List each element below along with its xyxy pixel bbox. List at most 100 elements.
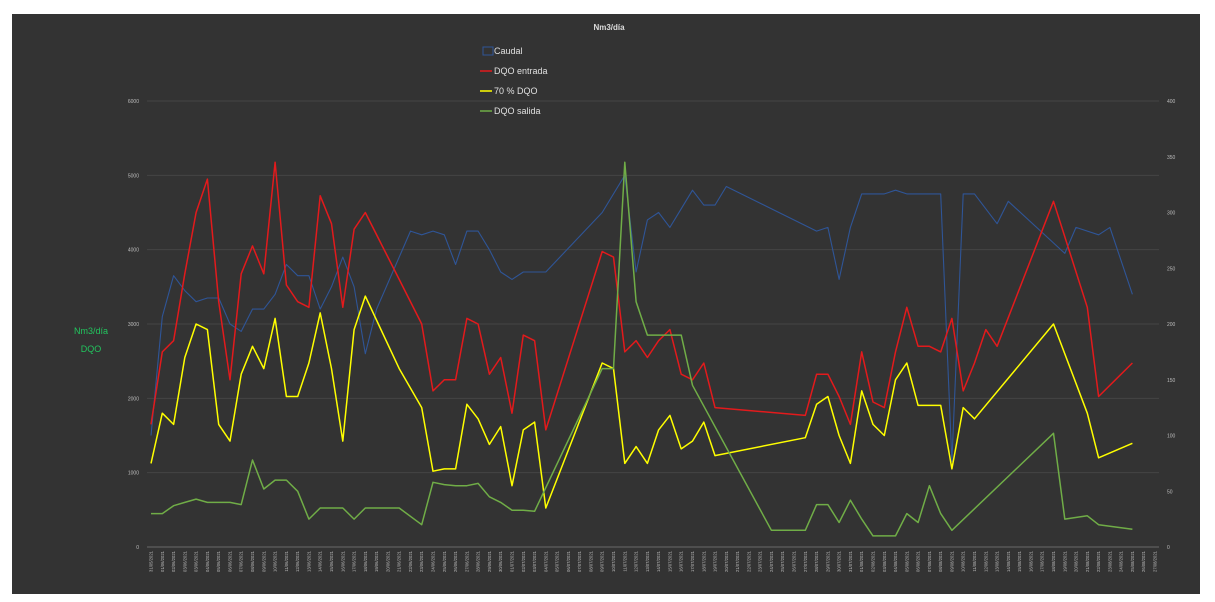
y-ticks-right: 0 50 100 150 200 250 300 350 400 <box>1167 99 1176 551</box>
y-tick-right: 50 <box>1167 489 1173 495</box>
x-tick-label: 21/07/2021 <box>735 550 740 572</box>
series-line-2 <box>150 295 1133 509</box>
y-tick-left: 1000 <box>128 471 139 477</box>
x-tick-label: 04/06/2021 <box>205 550 210 572</box>
y-tick-left: 5000 <box>128 173 139 179</box>
x-tick-label: 09/07/2021 <box>600 550 605 572</box>
x-tick-label: 25/08/2021 <box>1130 550 1135 572</box>
x-tick-label: 27/08/2021 <box>1153 550 1158 572</box>
x-tick-label: 23/06/2021 <box>419 550 424 572</box>
x-tick-label: 19/07/2021 <box>713 550 718 572</box>
legend-label: 70 % DQO <box>494 86 538 96</box>
x-tick-label: 05/06/2021 <box>216 550 221 572</box>
grid-lines <box>147 100 1159 548</box>
x-tick-label: 22/07/2021 <box>746 550 751 572</box>
x-tick-label: 14/06/2021 <box>318 550 323 572</box>
series-line-3 <box>151 161 1133 537</box>
x-tick-label: 12/07/2021 <box>634 550 639 572</box>
y-tick-right: 250 <box>1167 266 1176 272</box>
x-tick-label: 01/07/2021 <box>509 550 514 572</box>
x-tick-label: 09/06/2021 <box>261 550 266 572</box>
x-tick-label: 13/08/2021 <box>995 550 1000 572</box>
x-tick-label: 30/07/2021 <box>837 550 842 572</box>
x-tick-label: 20/06/2021 <box>385 550 390 572</box>
x-tick-label: 23/07/2021 <box>758 550 763 572</box>
x-tick-label: 16/07/2021 <box>679 550 684 572</box>
x-tick-label: 04/08/2021 <box>893 550 898 572</box>
x-tick-label: 02/08/2021 <box>870 550 875 572</box>
x-tick-label: 10/07/2021 <box>611 550 616 572</box>
x-tick-label: 14/07/2021 <box>656 550 661 572</box>
x-tick-label: 17/07/2021 <box>690 550 695 572</box>
chart-title: Nm3/día <box>593 23 625 32</box>
y-tick-right: 100 <box>1167 434 1176 440</box>
y-ticks-left: 0 1000 2000 3000 4000 5000 6000 <box>128 99 139 551</box>
x-tick-label: 12/06/2021 <box>295 550 300 572</box>
legend-label: DQO salida <box>494 106 541 116</box>
x-tick-label: 03/06/2021 <box>182 550 187 572</box>
x-tick-label: 14/08/2021 <box>1006 550 1011 572</box>
x-tick-label: 28/06/2021 <box>476 550 481 572</box>
x-tick-label: 30/06/2021 <box>498 550 503 572</box>
x-tick-label: 15/07/2021 <box>667 550 672 572</box>
x-tick-label: 26/07/2021 <box>792 550 797 572</box>
legend: Caudal DQO entrada 70 % DQO DQO salida <box>480 46 548 116</box>
x-tick-label: 03/06/2021 <box>194 550 199 572</box>
x-tick-label: 11/07/2021 <box>622 550 627 571</box>
series-line-0 <box>150 174 1133 463</box>
legend-label: DQO entrada <box>494 66 548 76</box>
x-tick-label: 03/07/2021 <box>532 550 537 572</box>
chart-area: Nm3/día Nm3/día DQO 0 1000 2000 3000 4000 500… <box>12 14 1200 594</box>
x-tick-label: 27/07/2021 <box>803 550 808 572</box>
x-tick-label: 24/07/2021 <box>769 550 774 572</box>
x-tick-label: 11/06/2021 <box>284 550 289 571</box>
x-tick-label: 31/07/2021 <box>848 550 853 572</box>
y-axis-label-1: Nm3/día <box>74 326 108 336</box>
x-tick-label: 17/06/2021 <box>352 550 357 572</box>
x-tick-label: 16/08/2021 <box>1028 550 1033 572</box>
x-tick-label: 18/06/2021 <box>363 550 368 572</box>
x-tick-label: 31/05/2021 <box>149 550 154 572</box>
x-tick-label: 07/08/2021 <box>927 550 932 572</box>
x-tick-label: 06/08/2021 <box>916 550 921 572</box>
x-tick-label: 18/08/2021 <box>1051 550 1056 572</box>
x-tick-label: 15/08/2021 <box>1017 550 1022 572</box>
y-tick-left: 6000 <box>128 99 139 105</box>
x-tick-label: 09/08/2021 <box>949 550 954 572</box>
x-tick-label: 25/07/2021 <box>780 550 785 572</box>
x-tick-label: 28/07/2021 <box>814 550 819 572</box>
y-axis-label-2: DQO <box>81 344 102 354</box>
x-ticks: 31/05/2021 01/06/2021 02/06/2021 03/06/2021… <box>149 550 1158 572</box>
series-line-1 <box>150 161 1133 431</box>
series-lines <box>150 161 1133 537</box>
x-tick-label: 03/08/2021 <box>882 550 887 572</box>
x-tick-label: 12/08/2021 <box>983 550 988 572</box>
x-tick-label: 21/06/2021 <box>397 550 402 572</box>
x-tick-label: 07/06/2021 <box>239 550 244 572</box>
x-tick-label: 18/07/2021 <box>701 550 706 572</box>
x-tick-label: 06/06/2021 <box>227 550 232 572</box>
y-tick-right: 300 <box>1167 211 1176 217</box>
x-tick-label: 29/06/2021 <box>487 550 492 572</box>
x-tick-label: 15/06/2021 <box>329 550 334 572</box>
x-tick-label: 20/08/2021 <box>1074 550 1079 572</box>
y-tick-left: 0 <box>136 545 139 551</box>
x-tick-label: 06/07/2021 <box>566 550 571 572</box>
y-tick-right: 150 <box>1167 378 1176 384</box>
x-tick-label: 24/06/2021 <box>431 550 436 572</box>
y-tick-right: 200 <box>1167 322 1176 328</box>
x-tick-label: 13/07/2021 <box>645 550 650 572</box>
y-tick-right: 400 <box>1167 99 1176 105</box>
x-tick-label: 25/06/2021 <box>442 550 447 572</box>
x-tick-label: 21/08/2021 <box>1085 550 1090 572</box>
x-tick-label: 19/08/2021 <box>1062 550 1067 572</box>
x-tick-label: 08/08/2021 <box>938 550 943 572</box>
x-tick-label: 10/08/2021 <box>961 550 966 572</box>
x-tick-label: 02/07/2021 <box>521 550 526 572</box>
x-tick-label: 07/07/2021 <box>577 550 582 572</box>
x-tick-label: 24/08/2021 <box>1119 550 1124 572</box>
x-tick-label: 02/06/2021 <box>171 550 176 572</box>
x-tick-label: 11/08/2021 <box>972 550 977 571</box>
y-tick-left: 2000 <box>128 396 139 402</box>
y-tick-left: 4000 <box>128 248 139 254</box>
